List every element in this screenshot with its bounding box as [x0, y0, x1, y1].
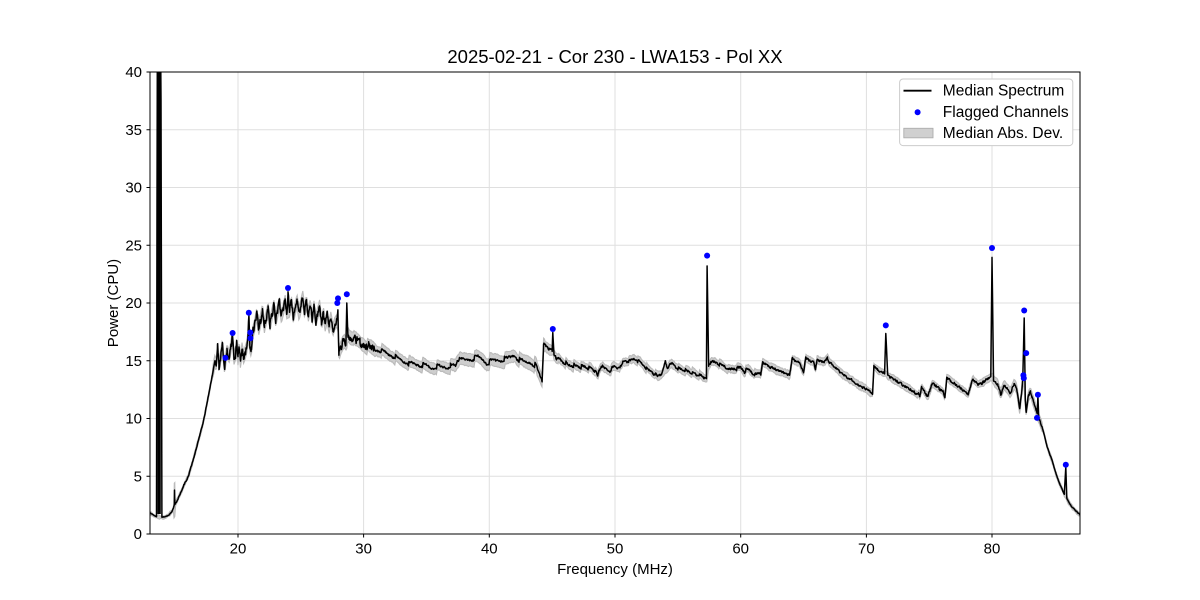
svg-text:40: 40	[125, 64, 142, 81]
svg-text:10: 10	[125, 411, 142, 428]
svg-text:Flagged Channels: Flagged Channels	[943, 104, 1069, 121]
svg-text:35: 35	[125, 122, 142, 139]
svg-text:15: 15	[125, 353, 142, 370]
svg-text:80: 80	[984, 541, 1001, 558]
svg-text:20: 20	[230, 541, 247, 558]
svg-text:Median Spectrum: Median Spectrum	[943, 83, 1064, 100]
svg-text:Power (CPU): Power (CPU)	[105, 259, 122, 347]
svg-text:5: 5	[134, 468, 142, 485]
svg-text:30: 30	[355, 541, 372, 558]
svg-text:50: 50	[607, 541, 624, 558]
svg-text:Median Abs. Dev.: Median Abs. Dev.	[943, 125, 1063, 142]
svg-text:2025-02-21 - Cor 230 - LWA153: 2025-02-21 - Cor 230 - LWA153 - Pol XX	[447, 46, 782, 67]
svg-text:40: 40	[481, 541, 498, 558]
svg-text:20: 20	[125, 295, 142, 312]
svg-text:30: 30	[125, 180, 142, 197]
svg-text:25: 25	[125, 237, 142, 254]
svg-text:60: 60	[732, 541, 749, 558]
svg-text:0: 0	[134, 526, 142, 543]
svg-text:70: 70	[858, 541, 875, 558]
svg-text:Frequency (MHz): Frequency (MHz)	[557, 561, 673, 578]
